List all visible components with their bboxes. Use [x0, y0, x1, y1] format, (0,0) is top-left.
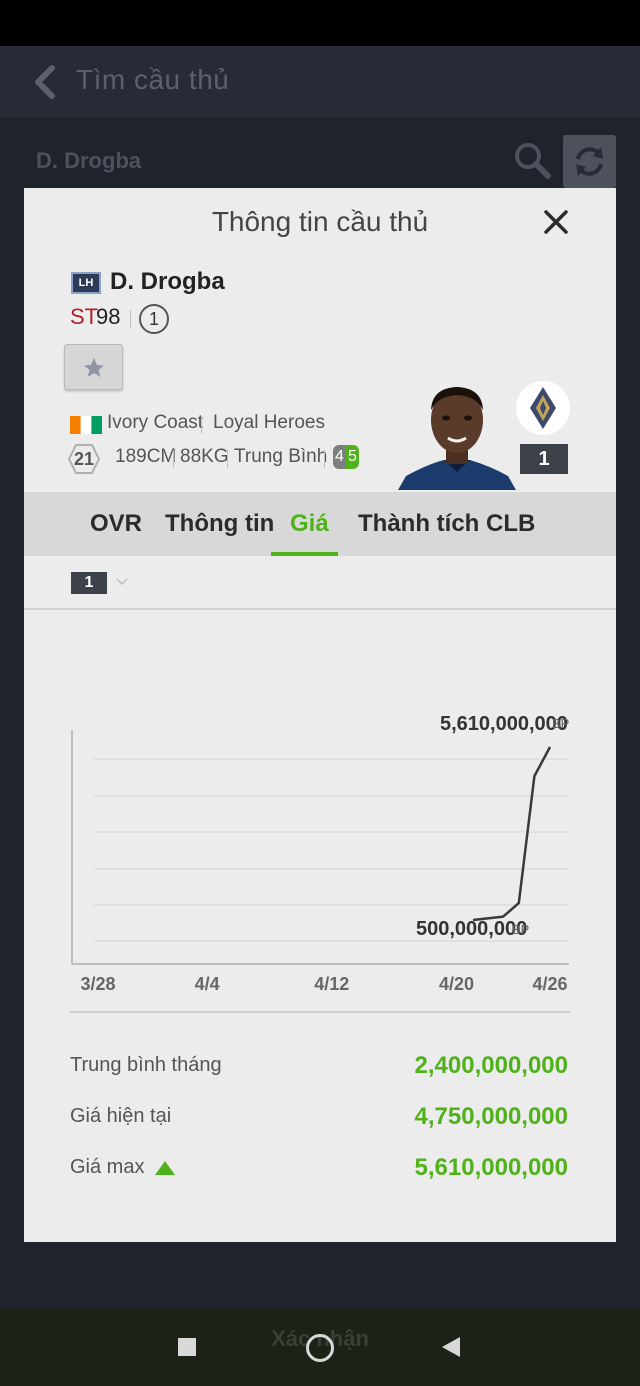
triangle-up-icon: [155, 1160, 176, 1175]
level-select[interactable]: 1: [71, 572, 107, 594]
skill-foot-badge: 4 5: [333, 445, 359, 469]
tab-info[interactable]: Thông tin: [165, 510, 275, 537]
divider: [130, 310, 131, 328]
tab-club-achievements[interactable]: Thành tích CLB: [358, 510, 536, 537]
chart-x-tick-label: 4/20: [439, 974, 474, 994]
player-info-modal: Thông tin cầu thủ LH D. Drogba ST 98 1 I…: [24, 188, 616, 1242]
position-label: ST: [70, 304, 99, 329]
stat-label-current-price: Giá hiện tại: [70, 1105, 172, 1127]
body-type-value: Trung Bình: [234, 446, 328, 467]
price-chart: 3/28 4/4 4/12 4/20 4/265,610,000,000BP500,00…: [71, 713, 569, 994]
player-name: D. Drogba: [110, 268, 225, 295]
weight-value: 88KG: [180, 446, 229, 467]
back-arrow-icon[interactable]: [28, 64, 64, 100]
search-input[interactable]: D. Drogba: [36, 148, 142, 173]
stat-label-max-price-text: Giá max: [70, 1156, 145, 1178]
height-value: 189CM: [115, 446, 177, 467]
season-badge: LH: [71, 272, 101, 294]
tab-price[interactable]: Giá: [290, 510, 329, 537]
refresh-icon: [576, 147, 603, 176]
divider: [201, 416, 202, 434]
stat-value-current-price: 4,750,000,000: [414, 1103, 568, 1130]
age-hex-icon: [68, 444, 100, 474]
chart-max-label: 5,610,000,000: [440, 713, 568, 735]
favorite-button[interactable]: [64, 344, 123, 390]
close-icon[interactable]: [538, 204, 574, 240]
ivory-coast-flag-icon: [70, 416, 102, 434]
stat-value-max-price: 5,610,000,000: [414, 1154, 568, 1181]
page-title: Tìm cầu thủ: [76, 64, 230, 95]
level-row: 1: [24, 556, 616, 610]
search-icon[interactable]: [512, 140, 552, 180]
age-value: 21: [73, 449, 95, 469]
app-header: Tìm cầu thủ: [0, 46, 640, 118]
chevron-down-icon[interactable]: [115, 575, 129, 589]
team-logo: [516, 381, 570, 435]
upgrade-grade: 1: [139, 304, 169, 334]
team-level-badge: 1: [520, 444, 568, 474]
divider: [227, 450, 228, 468]
search-row: D. Drogba: [0, 118, 640, 188]
skill-moves-value: 5: [346, 445, 359, 469]
chart-max-unit: BP: [552, 716, 569, 731]
nation-label: Ivory Coast: [107, 412, 204, 433]
chart-x-tick-label: 4/26: [532, 974, 567, 994]
divider: [324, 450, 325, 468]
nav-back-icon[interactable]: [440, 1335, 462, 1359]
refresh-button[interactable]: [563, 135, 616, 188]
chart-min-label: 500,000,000: [416, 918, 527, 940]
tab-bar: OVR Thông tin Giá Thành tích CLB: [24, 492, 616, 556]
chart-min-unit: BP: [512, 922, 529, 937]
stat-label-max-price: Giá max: [70, 1156, 176, 1179]
player-portrait: [398, 387, 516, 490]
chart-x-tick-label: 3/28: [80, 974, 115, 994]
home-icon[interactable]: [306, 1334, 334, 1362]
team-crest-icon: [530, 387, 556, 429]
chart-series-line: [472, 746, 552, 922]
weak-foot-value: 4: [333, 445, 346, 469]
chart-x-tick-label: 4/4: [195, 974, 220, 994]
stat-value-monthly-average: 2,400,000,000: [414, 1052, 568, 1079]
stat-label-monthly-average: Trung bình tháng: [70, 1054, 222, 1076]
status-bar: [0, 0, 640, 46]
modal-title: Thông tin cầu thủ: [211, 206, 429, 237]
club-label: Loyal Heroes: [213, 412, 325, 433]
star-icon: [84, 358, 104, 377]
recent-apps-icon[interactable]: [178, 1338, 196, 1356]
ovr-value: 98: [96, 304, 121, 329]
active-tab-indicator: [271, 552, 338, 556]
chart-x-tick-label: 4/12: [314, 974, 349, 994]
divider: [173, 450, 174, 468]
stats-divider: [70, 1011, 570, 1013]
tab-ovr[interactable]: OVR: [90, 510, 143, 537]
